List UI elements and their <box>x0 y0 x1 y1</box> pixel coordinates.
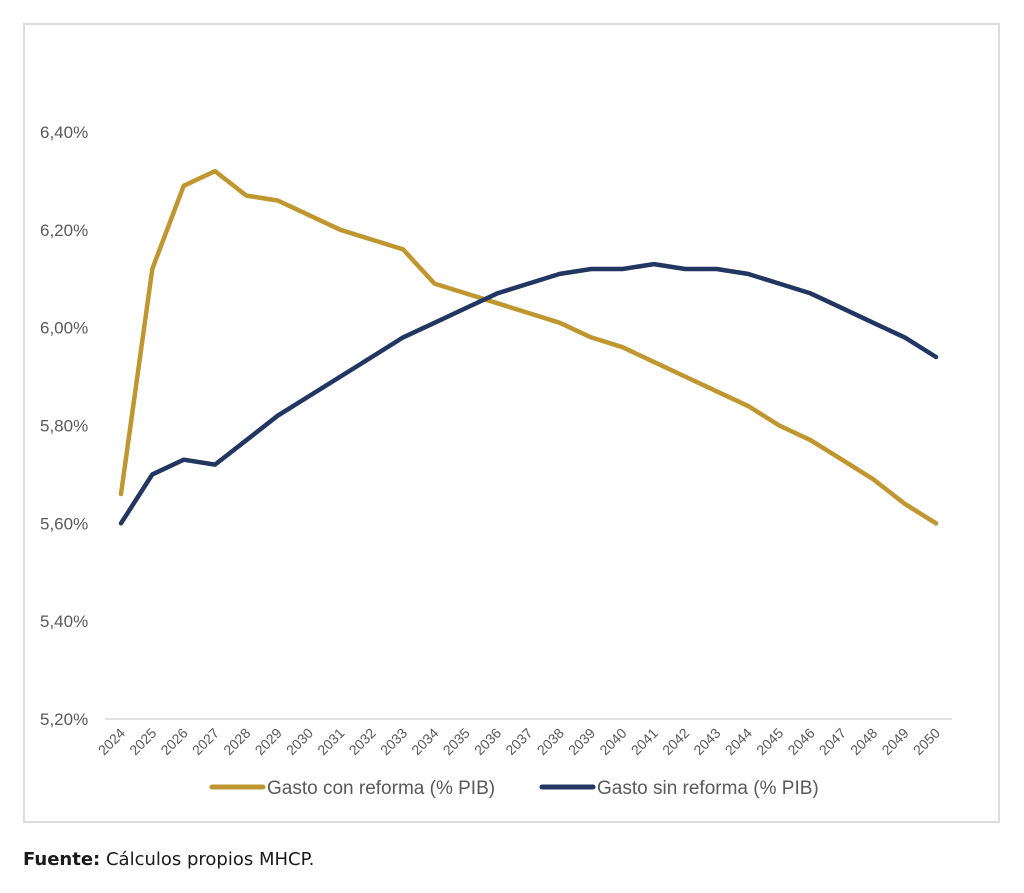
x-tick-label: 2028 <box>220 725 253 758</box>
series-lines <box>118 168 939 526</box>
y-tick-label: 6,00% <box>40 319 88 338</box>
source-label: Fuente: <box>23 849 101 870</box>
legend: Gasto con reforma (% PIB) Gasto sin refor… <box>209 778 819 799</box>
x-tick-label: 2048 <box>847 725 880 758</box>
x-tick-label: 2027 <box>189 725 222 758</box>
y-tick-label: 5,40% <box>40 612 88 631</box>
y-tick-label: 5,80% <box>40 417 88 436</box>
x-tick-label: 2036 <box>471 725 504 758</box>
source-text: Cálculos propios MHCP. <box>100 849 315 870</box>
series-line-sin-reforma <box>118 261 939 526</box>
x-tick-label: 2047 <box>816 725 849 758</box>
x-tick-label: 2030 <box>283 725 316 758</box>
x-tick-label: 2039 <box>565 725 598 758</box>
x-tick-label: 2049 <box>878 725 911 758</box>
x-tick-label: 2034 <box>408 725 441 758</box>
x-tick-label: 2025 <box>126 725 159 758</box>
y-axis: 5,20% 5,40% 5,60% 5,80% 6,00% 6,20% 6,40% <box>40 123 88 729</box>
y-tick-label: 6,40% <box>40 123 88 142</box>
legend-label: Gasto con reforma (% PIB) <box>267 778 495 799</box>
y-tick-label: 5,20% <box>40 710 88 729</box>
x-tick-label: 2038 <box>534 725 567 758</box>
x-tick-label: 2026 <box>157 725 190 758</box>
x-tick-label: 2024 <box>95 725 128 758</box>
y-tick-label: 5,60% <box>40 514 88 533</box>
x-tick-label: 2042 <box>659 725 692 758</box>
x-tick-label: 2033 <box>377 725 410 758</box>
x-tick-label: 2050 <box>910 725 943 758</box>
x-tick-label: 2040 <box>596 725 629 758</box>
series-line-con-reforma <box>118 168 939 526</box>
x-tick-label: 2037 <box>502 725 535 758</box>
x-tick-label: 2029 <box>252 725 285 758</box>
x-axis: 2024202520262027202820292030203120322033… <box>95 725 943 758</box>
x-tick-label: 2045 <box>753 725 786 758</box>
x-tick-label: 2043 <box>690 725 723 758</box>
x-tick-label: 2035 <box>440 725 473 758</box>
x-tick-label: 2041 <box>628 725 661 758</box>
legend-label: Gasto sin reforma (% PIB) <box>597 778 819 799</box>
x-tick-label: 2031 <box>314 725 347 758</box>
x-tick-label: 2032 <box>346 725 379 758</box>
x-tick-label: 2046 <box>784 725 817 758</box>
y-tick-label: 6,20% <box>40 221 88 240</box>
source-note: Fuente: Cálculos propios MHCP. <box>23 849 314 870</box>
x-tick-label: 2044 <box>722 725 755 758</box>
chart-frame <box>23 23 1000 823</box>
